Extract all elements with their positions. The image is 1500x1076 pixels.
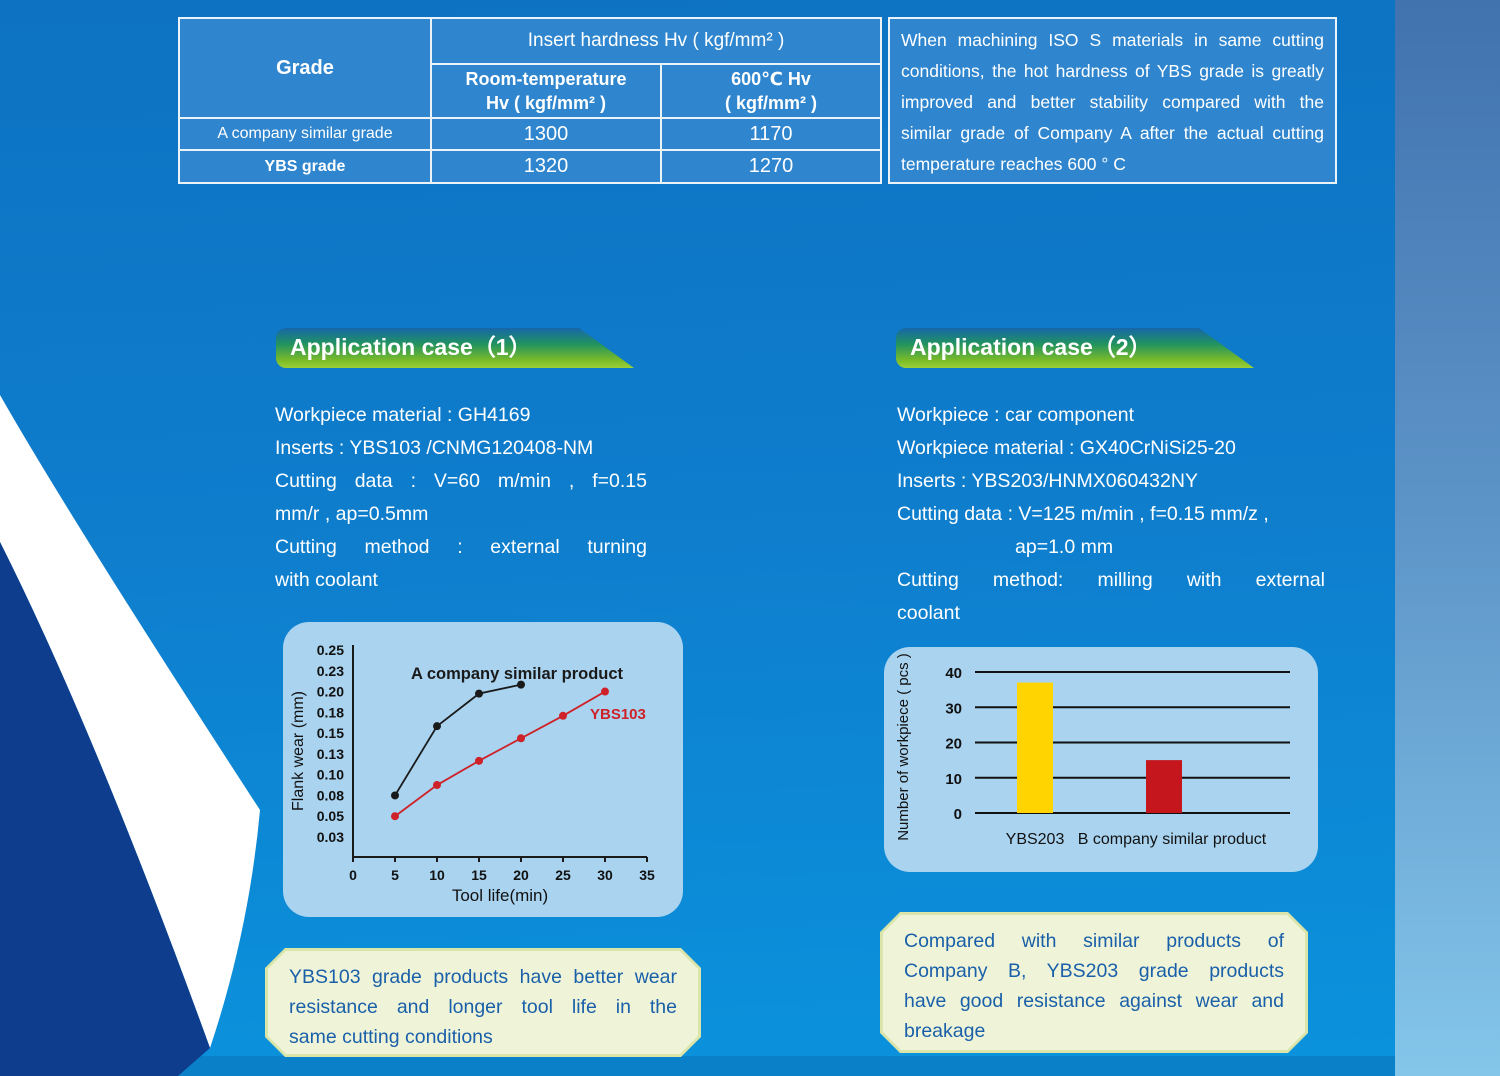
insert-hardness-header-cell: Insert hardness Hv ( kgf/mm² ): [432, 19, 880, 63]
svg-text:YBS203: YBS203: [1006, 831, 1065, 848]
grade-header-cell: Grade: [180, 19, 430, 117]
bar-chart-panel: 0 10 20 30 40 YBS203 B company similar product…: [884, 647, 1318, 872]
svg-text:0.13: 0.13: [317, 746, 344, 762]
svg-text:5: 5: [391, 867, 399, 883]
svg-text:0.18: 0.18: [317, 704, 344, 720]
hot-hardness-header-line1: 600℃ Hv: [731, 69, 811, 89]
case1-note-box: YBS103 grade products have better wear re…: [265, 948, 701, 1057]
svg-text:YBS103: YBS103: [590, 706, 646, 723]
text-line: improved and better stability compared w…: [901, 92, 1324, 112]
navy-wedge: [0, 542, 210, 1076]
text-line: Company B, YBS203 grade products: [904, 960, 1284, 982]
text-line: Cutting data : V=125 m/min , f=0.15 mm/z…: [897, 503, 1269, 525]
text-line: Cutting method: milling with external: [897, 569, 1325, 591]
svg-text:10: 10: [945, 771, 962, 788]
text-line: Inserts : YBS103 /CNMG120408-NM: [275, 437, 594, 459]
svg-text:0.10: 0.10: [317, 767, 344, 783]
case1-note-border: YBS103 grade products have better wear re…: [265, 948, 701, 1057]
svg-text:0.05: 0.05: [317, 808, 344, 824]
text-line: Workpiece material : GX40CrNiSi25-20: [897, 437, 1236, 459]
svg-text:0: 0: [349, 867, 357, 883]
case1-details: Workpiece material : GH4169 Inserts : YBS…: [275, 399, 647, 597]
text-line: Cutting method : external turning: [275, 536, 647, 558]
text-line: Inserts : YBS203/HNMX060432NY: [897, 470, 1198, 492]
table-row-grade-cell: YBS grade: [180, 151, 430, 182]
application-case-1-banner: Application case（1）: [276, 328, 634, 368]
text-line: ap=1.0 mm: [1015, 536, 1114, 558]
case2-note-box: Compared with similar products of Company…: [880, 912, 1308, 1053]
right-gradient-band: [1395, 0, 1500, 1076]
line-chart: 0 5 10 15 20 25 30 35 0.25 0.23 0.20 0.18 0.15 0.13 0.…: [290, 642, 655, 905]
room-temp-header-line1: Room-temperature: [465, 69, 627, 89]
decorative-swoosh: [0, 395, 260, 1076]
svg-text:0.25: 0.25: [317, 642, 344, 658]
text-line: YBS103 grade products have better wear: [289, 966, 677, 988]
svg-text:40: 40: [945, 665, 962, 682]
text-line: When machining ISO S materials in same c…: [901, 30, 1324, 50]
white-ribbon: [0, 395, 260, 1048]
svg-text:30: 30: [597, 867, 613, 883]
text-line: mm/r , ap=0.5mm: [275, 503, 429, 525]
text-line: same cutting conditions: [289, 1026, 493, 1048]
svg-text:20: 20: [945, 736, 962, 753]
room-temp-header-line2: Hv ( kgf/mm² ): [485, 93, 606, 113]
svg-text:Number of workpiece ( pcs ): Number of workpiece ( pcs ): [895, 653, 912, 841]
case2-note-border: Compared with similar products of Company…: [880, 912, 1308, 1053]
svg-text:Tool life(min): Tool life(min): [452, 886, 548, 905]
text-line: similar grade of Company A after the act…: [901, 123, 1324, 143]
text-line: resistance and longer tool life in the: [289, 996, 677, 1018]
text-line: coolant: [897, 602, 960, 624]
svg-text:0: 0: [954, 806, 962, 823]
text-line: Workpiece material : GH4169: [275, 404, 531, 426]
svg-text:35: 35: [639, 867, 655, 883]
text-line: with coolant: [275, 569, 378, 591]
svg-text:0.08: 0.08: [317, 787, 344, 803]
application-case-2-banner: Application case（2）: [896, 328, 1254, 368]
hot-hardness-header-cell: 600℃ Hv ( kgf/mm² ): [662, 65, 880, 117]
line-chart-panel: 0 5 10 15 20 25 30 35 0.25 0.23 0.20 0.18 0.15 0.13 0.…: [283, 622, 683, 917]
room-temp-header-cell: Room-temperature Hv ( kgf/mm² ): [432, 65, 660, 117]
text-line: have good resistance against wear and: [904, 990, 1284, 1012]
text-line: Compared with similar products of: [904, 930, 1284, 952]
svg-text:0.20: 0.20: [317, 684, 344, 700]
case2-details: Workpiece : car component Workpiece mater…: [897, 399, 1325, 630]
text-line: temperature reaches 600 ° C: [901, 154, 1126, 174]
bar-chart: 0 10 20 30 40 YBS203 B company similar product…: [895, 653, 1290, 848]
text-line: Workpiece : car component: [897, 404, 1134, 426]
case2-note-text: Compared with similar products of Company…: [883, 915, 1305, 1050]
svg-text:B company similar product: B company similar product: [1078, 831, 1267, 848]
intro-text-box: When machining ISO S materials in same c…: [888, 17, 1337, 184]
svg-text:25: 25: [555, 867, 571, 883]
svg-text:A company similar product: A company similar product: [411, 665, 624, 683]
bottom-accent-bar: [0, 1056, 1395, 1076]
table-row-grade-cell: A company similar grade: [180, 119, 430, 149]
table-row-rt-value-cell: 1320: [432, 151, 660, 182]
table-row-rt-value-cell: 1300: [432, 119, 660, 149]
text-line: Cutting data : V=60 m/min , f=0.15: [275, 470, 647, 492]
hardness-table: Grade Insert hardness Hv ( kgf/mm² ) Roo…: [178, 17, 882, 184]
svg-text:Flank wear (mm): Flank wear (mm): [290, 691, 307, 811]
svg-text:0.03: 0.03: [317, 829, 344, 845]
case1-note-text: YBS103 grade products have better wear re…: [268, 951, 698, 1054]
svg-text:10: 10: [429, 867, 445, 883]
text-line: breakage: [904, 1020, 986, 1042]
svg-text:20: 20: [513, 867, 529, 883]
svg-text:0.23: 0.23: [317, 663, 344, 679]
svg-text:30: 30: [945, 700, 962, 717]
table-row-hot-value-cell: 1270: [662, 151, 880, 182]
table-row-hot-value-cell: 1170: [662, 119, 880, 149]
text-line: conditions, the hot hardness of YBS grad…: [901, 61, 1324, 81]
svg-text:0.15: 0.15: [317, 725, 344, 741]
hot-hardness-header-line2: ( kgf/mm² ): [725, 93, 817, 113]
svg-text:15: 15: [471, 867, 487, 883]
